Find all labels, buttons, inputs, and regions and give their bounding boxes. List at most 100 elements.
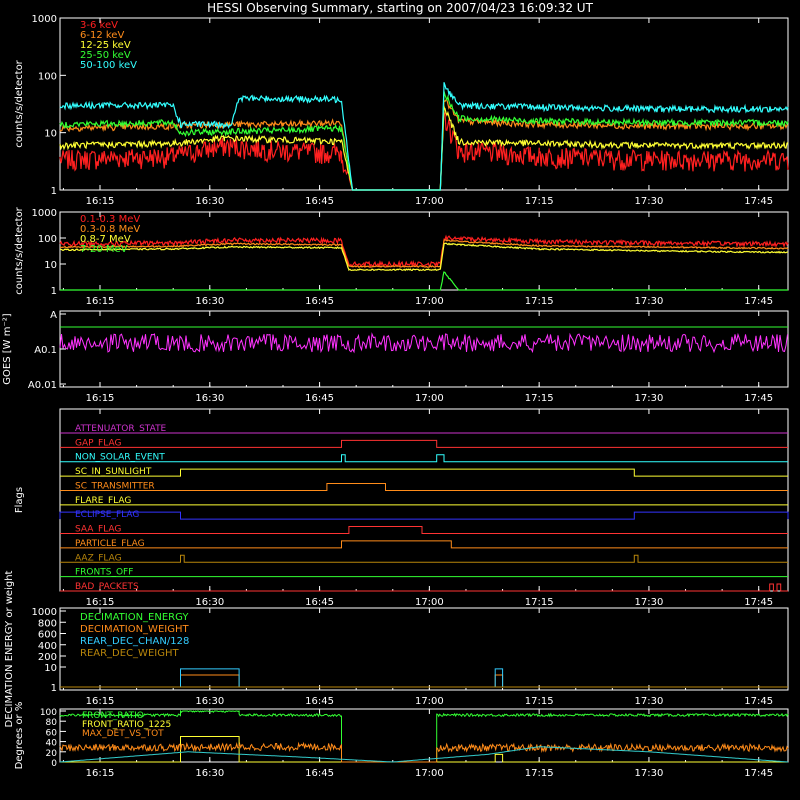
y-axis-label-goes: GOES [W m⁻²]	[2, 313, 13, 384]
legend-entry-lightcurves-high: 0.8-7 MeV	[80, 234, 131, 245]
x-tick-label: 17:15	[525, 296, 554, 307]
legend-entry-decimation: DECIMATION_WEIGHT	[80, 624, 189, 635]
y-tick-label: 600	[38, 630, 57, 641]
y-tick-label: 1	[51, 286, 57, 297]
x-tick-label: 17:00	[415, 296, 444, 307]
y-tick-label: 1000	[32, 208, 57, 219]
flag-label: SC_IN_SUNLIGHT	[75, 467, 152, 477]
series-line-decimation	[60, 668, 788, 688]
y-tick-label: 0	[51, 759, 57, 769]
y-axis-label-lightcurves-low: counts/s/detector	[14, 59, 25, 147]
y-axis-label-lightcurves-high: counts/s/detector	[14, 206, 25, 294]
panel-lightcurves-high: 16:15 16:30 16:45 17:00 17:15 17:30 17:45 count…	[14, 206, 789, 307]
legend-entry-ratios: FRONT_RATIO_1225	[82, 720, 171, 730]
legend-entry-lightcurves-high: 0.3-0.8 MeV	[80, 224, 140, 235]
x-tick-label: 17:15	[525, 768, 554, 779]
x-tick-label: 16:45	[305, 196, 334, 207]
flag-line	[60, 554, 788, 563]
y-tick-label: A	[50, 310, 57, 321]
y-tick-label: 60	[46, 728, 58, 738]
legend-entry-ratios: MAX_DET_VS_TOT	[82, 729, 164, 739]
x-tick-label: 16:30	[195, 597, 224, 608]
series-line-goes	[59, 332, 788, 354]
x-tick-label: 16:45	[305, 597, 334, 608]
panel-flags: 16:15 16:30 16:45 17:00 17:15 17:30 17:45 Flags…	[14, 408, 789, 608]
y-tick-label: A0.01	[28, 380, 57, 391]
y-tick-label: 400	[38, 641, 57, 652]
x-tick-label: 16:15	[86, 196, 115, 207]
panel-lightcurves-low: 16:15 16:30 16:45 17:00 17:15 17:30 17:45 count…	[14, 14, 789, 207]
x-tick-label: 17:00	[415, 768, 444, 779]
x-tick-label: 16:30	[195, 696, 224, 707]
y-axis-label-decimation: DECIMATION ENERGY or weight	[4, 570, 15, 727]
flag-line	[60, 526, 788, 535]
legend-entry-lightcurves-low: 12-25 keV	[80, 40, 131, 51]
x-tick-label: 16:15	[86, 696, 115, 707]
x-tick-label: 17:15	[525, 597, 554, 608]
legend-entry-decimation: REAR_DEC_WEIGHT	[80, 648, 179, 659]
x-tick-label: 16:45	[305, 296, 334, 307]
legend-entry-ratios: FRONT_RATIO	[82, 711, 144, 721]
series-line-lightcurves-low	[59, 107, 789, 191]
y-tick-label: A0.1	[34, 345, 57, 356]
y-tick-label: 200	[38, 652, 57, 663]
x-tick-label: 16:45	[305, 768, 334, 779]
legend-entry-lightcurves-high: 0.1-0.3 MeV	[80, 214, 140, 225]
x-tick-label: 17:15	[525, 196, 554, 207]
y-tick-label: 1000	[32, 607, 57, 618]
y-tick-label: 1000	[32, 14, 57, 25]
x-tick-label: 16:15	[86, 393, 115, 404]
legend-entry-lightcurves-low: 50-100 keV	[80, 60, 137, 71]
series-line-lightcurves-low	[59, 105, 789, 191]
panel-frame-flags	[59, 408, 789, 592]
y-tick-label: 1	[51, 186, 57, 197]
y-axis-label-flags: Flags	[14, 487, 25, 513]
flag-label: ATTENUATOR_STATE	[75, 424, 167, 434]
x-tick-label: 16:15	[86, 296, 115, 307]
legend-entry-lightcurves-low: 6-12 keV	[80, 30, 124, 41]
y-tick-label: 100	[40, 708, 57, 718]
series-line-lightcurves-low	[59, 82, 789, 191]
panel-ratios: 16:15 16:30 16:45 17:00 17:15 17:30 17:45 Degre…	[14, 702, 789, 779]
y-tick-label: 40	[46, 739, 58, 749]
flag-line	[60, 468, 788, 477]
x-tick-label: 17:45	[744, 296, 773, 307]
x-tick-label: 16:30	[195, 196, 224, 207]
series-line-lightcurves-low	[59, 91, 789, 191]
flag-line	[60, 454, 788, 463]
y-tick-label: 10	[44, 663, 57, 674]
flag-label: SAA_FLAG	[75, 525, 121, 535]
x-tick-label: 17:45	[744, 393, 773, 404]
series-line-decimation	[60, 674, 788, 688]
x-tick-label: 17:30	[635, 768, 664, 779]
flag-line	[60, 540, 788, 549]
y-tick-label: 100	[38, 234, 57, 245]
legend-entry-decimation: DECIMATION_ENERGY	[80, 612, 189, 623]
flag-label: GAP_FLAG	[75, 438, 121, 448]
x-tick-label: 16:15	[86, 768, 115, 779]
legend-entry-lightcurves-low: 3-6 keV	[80, 20, 118, 31]
flag-label: BAD_PACKETS	[75, 582, 139, 592]
x-tick-label: 17:00	[415, 393, 444, 404]
x-tick-label: 17:00	[415, 597, 444, 608]
y-tick-label: 800	[38, 618, 57, 629]
x-tick-label: 17:30	[635, 196, 664, 207]
series-line-ratios	[59, 746, 789, 763]
x-tick-label: 16:15	[86, 597, 115, 608]
x-tick-label: 17:30	[635, 393, 664, 404]
series-line-lightcurves-high	[59, 234, 789, 269]
x-tick-label: 17:45	[744, 196, 773, 207]
series-line-lightcurves-high	[60, 242, 789, 272]
y-tick-label: 100	[38, 71, 57, 82]
y-tick-label: 10	[44, 260, 57, 271]
x-tick-label: 17:45	[744, 768, 773, 779]
legend-entry-decimation: REAR_DEC_CHAN/128	[80, 636, 189, 647]
y-tick-label: 10	[44, 129, 57, 140]
y-tick-label: 20	[46, 749, 58, 759]
series-line-lightcurves-high	[59, 239, 789, 269]
panel-decimation: 16:15 16:30 16:45 17:00 17:15 17:30 17:45 DECIM…	[4, 570, 789, 727]
series-line-ratios	[59, 741, 789, 763]
x-tick-label: 16:30	[195, 393, 224, 404]
flag-label: FLARE_FLAG	[75, 496, 131, 506]
